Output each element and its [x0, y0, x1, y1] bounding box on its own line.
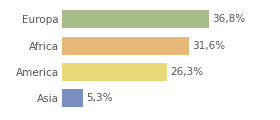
Text: 31,6%: 31,6% [192, 41, 225, 51]
Bar [62, 37, 188, 55]
Text: 26,3%: 26,3% [171, 67, 204, 77]
Bar [62, 63, 167, 81]
Bar [62, 10, 209, 28]
Bar [62, 89, 83, 107]
Text: 36,8%: 36,8% [213, 14, 246, 24]
Text: 5,3%: 5,3% [86, 93, 113, 103]
